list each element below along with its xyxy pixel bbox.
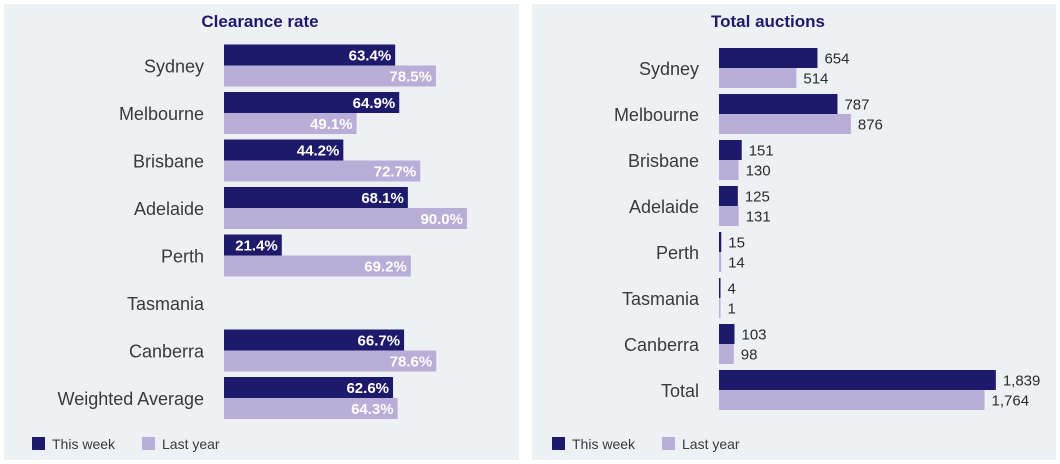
bar-last-year-melbourne [719, 114, 851, 134]
bar-last-year-adelaide [224, 208, 467, 229]
data-label-this-week-melbourne: 787 [844, 97, 869, 114]
data-label-this-week-total: 1,839 [1003, 373, 1041, 390]
data-label-last-year-melbourne: 49.1% [310, 116, 353, 133]
legend-swatch-this-week [32, 437, 45, 450]
category-label-canberra: Canberra [129, 342, 205, 362]
bar-last-year-weighted-average [224, 398, 398, 419]
bar-last-year-adelaide [719, 206, 739, 226]
data-label-this-week-brisbane: 44.2% [297, 143, 340, 160]
legend-swatch-this-week [552, 437, 565, 450]
category-label-perth: Perth [161, 247, 204, 267]
data-label-this-week-perth: 21.4% [235, 238, 278, 255]
bar-this-week-perth [719, 232, 722, 252]
data-label-last-year-weighted-average: 64.3% [351, 401, 394, 418]
legend-label-this-week: This week [52, 436, 116, 452]
data-label-last-year-perth: 14 [728, 255, 745, 272]
data-label-last-year-brisbane: 72.7% [374, 164, 417, 181]
data-label-this-week-sydney: 654 [824, 51, 849, 68]
data-label-this-week-tasmania: 4 [728, 281, 736, 298]
category-label-perth: Perth [656, 243, 699, 263]
bar-this-week-melbourne [224, 92, 400, 113]
bar-last-year-perth [224, 255, 411, 277]
bar-last-year-brisbane [224, 160, 421, 182]
category-label-adelaide: Adelaide [134, 199, 204, 219]
bar-this-week-sydney [719, 48, 818, 68]
bar-this-week-adelaide [224, 187, 408, 208]
bar-this-week-perth [224, 234, 282, 256]
bar-this-week-melbourne [719, 94, 838, 114]
bar-last-year-brisbane [719, 160, 739, 180]
legend-label-last-year: Last year [682, 436, 740, 452]
category-label-tasmania: Tasmania [127, 294, 205, 314]
data-label-last-year-brisbane: 130 [746, 163, 771, 180]
data-label-last-year-adelaide: 90.0% [420, 211, 463, 228]
data-label-last-year-canberra: 98 [741, 347, 758, 364]
data-label-this-week-brisbane: 151 [749, 143, 774, 160]
bar-this-week-canberra [719, 324, 735, 344]
bar-this-week-canberra [224, 329, 405, 351]
data-label-last-year-sydney: 514 [803, 71, 828, 88]
data-label-this-week-adelaide: 125 [745, 189, 770, 206]
bar-this-week-brisbane [719, 140, 742, 160]
data-label-this-week-weighted-average: 62.6% [346, 380, 389, 397]
category-label-weighted-average: Weighted Average [58, 389, 204, 409]
data-label-last-year-sydney: 78.5% [389, 69, 432, 86]
category-label-sydney: Sydney [144, 57, 204, 77]
bar-last-year-melbourne [224, 113, 357, 134]
data-label-last-year-perth: 69.2% [364, 259, 407, 276]
chart-title: Total auctions [711, 12, 825, 31]
bar-last-year-sydney [224, 65, 436, 87]
legend-swatch-last-year [142, 437, 155, 450]
bar-last-year-tasmania [719, 298, 721, 318]
data-label-this-week-perth: 15 [728, 235, 745, 252]
chart-title: Clearance rate [201, 12, 318, 31]
data-label-last-year-total: 1,764 [992, 393, 1030, 410]
data-label-this-week-canberra: 103 [742, 327, 767, 344]
bar-this-week-adelaide [719, 186, 738, 206]
data-label-last-year-canberra: 78.6% [390, 354, 433, 371]
category-label-melbourne: Melbourne [119, 104, 204, 124]
clearance-rate-panel: Clearance rate Sydney 63.4% 78.5% Melbourne 6… [4, 4, 519, 460]
data-label-last-year-melbourne: 876 [858, 117, 883, 134]
bar-this-week-weighted-average [224, 377, 394, 398]
category-label-brisbane: Brisbane [628, 151, 699, 171]
bar-this-week-brisbane [224, 139, 344, 161]
category-label-sydney: Sydney [639, 59, 699, 79]
bar-last-year-sydney [719, 68, 797, 88]
total-auctions-panel: Total auctions Sydney 654 514 Melbourne 787 87… [532, 4, 1056, 460]
category-label-melbourne: Melbourne [614, 105, 699, 125]
bar-last-year-canberra [224, 350, 437, 372]
data-label-this-week-adelaide: 68.1% [361, 190, 404, 207]
bar-last-year-perth [719, 252, 722, 272]
data-label-this-week-melbourne: 64.9% [353, 95, 396, 112]
legend-label-last-year: Last year [162, 436, 220, 452]
data-label-this-week-sydney: 63.4% [349, 48, 392, 65]
bar-last-year-canberra [719, 344, 734, 364]
data-label-last-year-adelaide: 131 [746, 209, 771, 226]
bar-this-week-sydney [224, 44, 396, 66]
legend-label-this-week: This week [572, 436, 636, 452]
bar-this-week-total [719, 370, 996, 390]
category-label-brisbane: Brisbane [133, 152, 204, 172]
bar-this-week-tasmania [719, 278, 721, 298]
category-label-adelaide: Adelaide [629, 197, 699, 217]
bar-last-year-total [719, 390, 985, 410]
legend-swatch-last-year [662, 437, 675, 450]
clearance-rate-chart: Clearance rate Sydney 63.4% 78.5% Melbourne 6… [32, 12, 467, 452]
data-label-this-week-canberra: 66.7% [358, 333, 401, 350]
category-label-tasmania: Tasmania [622, 289, 700, 309]
data-label-last-year-tasmania: 1 [728, 301, 736, 318]
category-label-canberra: Canberra [624, 335, 700, 355]
total-auctions-chart: Total auctions Sydney 654 514 Melbourne 787 87… [552, 12, 1041, 452]
category-label-total: Total [661, 381, 699, 401]
